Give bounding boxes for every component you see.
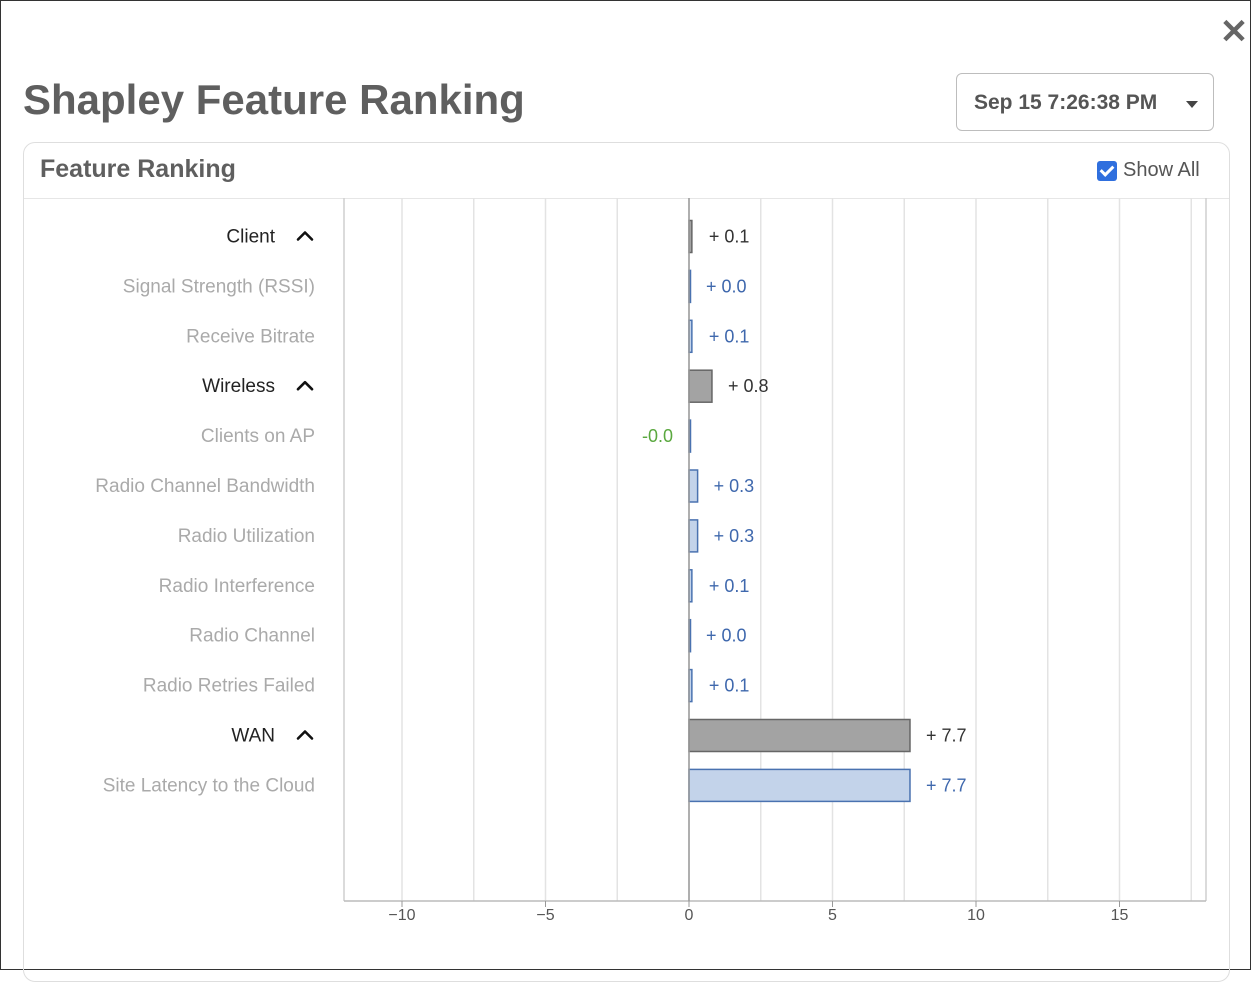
x-tick-label: −5 <box>536 907 554 924</box>
x-axis-ticks: −10 −5 0 5 10 15 <box>388 901 1129 924</box>
feature-label: Site Latency to the Cloud <box>103 775 315 796</box>
feature-label: Radio Channel <box>189 626 315 647</box>
chevron-up-icon[interactable] <box>296 380 314 391</box>
feature-row: Signal Strength (RSSI) + 0.0 <box>123 269 747 304</box>
page-title: Shapley Feature Ranking <box>23 76 525 123</box>
value-label: + 0.1 <box>709 227 750 247</box>
show-all-checkbox[interactable] <box>1097 160 1117 181</box>
time-select-dropdown[interactable]: Sep 15 7:26:38 PM <box>956 73 1214 131</box>
caret-down-icon <box>1186 101 1198 108</box>
show-all-label: Show All <box>1123 159 1200 181</box>
card-header: Feature Ranking Show All <box>24 143 1229 199</box>
feature-row: Radio Channel + 0.0 <box>189 618 747 653</box>
chevron-up-icon[interactable] <box>296 730 314 740</box>
x-tick-label: 15 <box>1111 907 1129 924</box>
bar <box>688 469 699 503</box>
feature-label: Radio Interference <box>159 576 315 597</box>
bar <box>688 369 713 403</box>
group-label: Wireless <box>202 376 275 397</box>
group-row: Client + 0.1 <box>226 219 750 254</box>
group-label: Client <box>226 227 275 248</box>
feature-row: Site Latency to the Cloud + 7.7 <box>103 768 967 803</box>
group-row: Wireless + 0.8 <box>202 369 769 403</box>
close-button[interactable]: ✕ <box>1216 14 1251 50</box>
bar <box>688 768 911 803</box>
time-select-value: Sep 15 7:26:38 PM <box>974 91 1158 114</box>
bar <box>688 718 911 753</box>
card-title: Feature Ranking <box>40 155 236 183</box>
value-label: + 0.0 <box>706 626 747 646</box>
x-tick-label: 10 <box>967 907 985 924</box>
value-label: -0.0 <box>642 426 673 446</box>
value-label: + 0.8 <box>728 376 769 396</box>
chart-rows: Client + 0.1 Signal Strength (RSSI) + 0.0 Re… <box>95 219 967 803</box>
feature-row: Radio Channel Bandwidth + 0.3 <box>95 469 755 503</box>
value-label: + 7.7 <box>926 775 967 795</box>
feature-row: Radio Utilization + 0.3 <box>178 519 755 553</box>
value-label: + 0.1 <box>709 676 750 696</box>
feature-label: Signal Strength (RSSI) <box>123 276 315 297</box>
value-label: + 7.7 <box>926 726 967 746</box>
feature-row: Radio Retries Failed + 0.1 <box>143 668 750 703</box>
feature-ranking-card: Feature Ranking Show All −10 −5 0 5 10 15 Clie… <box>23 142 1230 982</box>
feature-label: Radio Retries Failed <box>143 676 315 697</box>
feature-label: Radio Utilization <box>178 526 315 547</box>
feature-row: Clients on AP -0.0 <box>201 419 692 453</box>
value-label: + 0.1 <box>709 326 750 346</box>
chevron-up-icon[interactable] <box>296 231 314 241</box>
group-label: WAN <box>231 726 275 747</box>
bar <box>688 519 699 553</box>
feature-label: Receive Bitrate <box>186 326 315 347</box>
feature-label: Clients on AP <box>201 426 315 447</box>
value-label: + 0.0 <box>706 276 747 296</box>
feature-row: Radio Interference + 0.1 <box>159 569 750 603</box>
x-tick-label: 5 <box>828 907 837 924</box>
feature-row: Receive Bitrate + 0.1 <box>186 319 750 354</box>
value-label: + 0.3 <box>714 476 755 496</box>
value-label: + 0.1 <box>709 576 750 596</box>
close-icon: ✕ <box>1219 13 1249 51</box>
x-tick-label: 0 <box>685 907 694 924</box>
value-label: + 0.3 <box>714 526 755 546</box>
feature-label: Radio Channel Bandwidth <box>95 476 315 497</box>
x-tick-label: −10 <box>388 907 415 924</box>
show-all-toggle[interactable]: Show All <box>1097 159 1200 182</box>
feature-ranking-chart: −10 −5 0 5 10 15 Client + 0.1 Signal Strength (R… <box>95 198 1207 924</box>
group-row: WAN + 7.7 <box>231 718 967 753</box>
